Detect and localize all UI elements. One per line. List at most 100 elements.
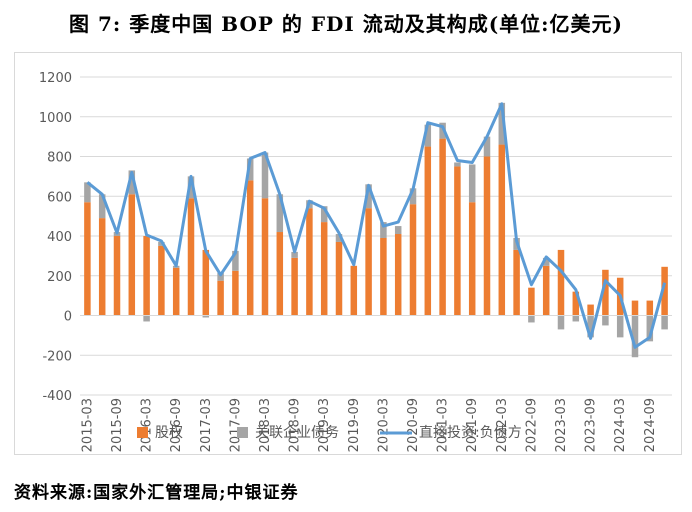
debt-bar (557, 315, 565, 330)
equity-bar (513, 249, 520, 316)
x-tick-label: 2015-09 (110, 398, 125, 452)
equity-bar (158, 245, 165, 316)
equity-bar (439, 138, 446, 316)
x-tick-label: 2023-03 (554, 398, 569, 452)
equity-bar (172, 267, 180, 316)
equity-bar (217, 280, 224, 316)
equity-bar (557, 249, 565, 316)
equity-bar (320, 222, 328, 316)
debt-bar (128, 170, 136, 195)
source-note: 资料来源:国家外汇管理局;中银证券 (14, 483, 299, 503)
debt-bar (158, 241, 165, 246)
debt-bar (232, 250, 239, 271)
equity-bar (232, 270, 239, 316)
debt-bar (380, 222, 387, 238)
equity-bar (143, 236, 150, 316)
debt-bar (202, 315, 210, 318)
equity-bar (128, 194, 136, 316)
debt-bar (424, 124, 432, 147)
x-tick-label: 2019-03 (317, 398, 332, 452)
x-tick-label: 2016-09 (169, 398, 184, 452)
legend-line-label: 直接投资:负债方 (419, 424, 522, 441)
y-tick-label: 400 (47, 230, 72, 245)
liability-line (86, 102, 667, 349)
equity-bar (187, 198, 195, 316)
equity-bar (350, 265, 358, 316)
debt-bar (409, 188, 417, 205)
debt-bar (602, 315, 609, 326)
debt-bar (646, 315, 654, 342)
x-tick-label: 2020-09 (406, 398, 421, 452)
debt-bar (572, 315, 580, 322)
x-tick-label: 2024-09 (643, 398, 658, 452)
x-tick-label: 2021-09 (465, 398, 480, 452)
y-tick-label: -400 (42, 389, 72, 404)
debt-bar (335, 234, 343, 242)
equity-bar (409, 204, 417, 316)
debt-bar (217, 272, 224, 281)
equity-bar (572, 291, 580, 316)
chart-frame (14, 52, 682, 455)
x-tick-label: 2022-03 (495, 398, 510, 452)
debt-bar (365, 184, 372, 209)
equity-bar (498, 144, 506, 316)
equity-bar (261, 198, 269, 316)
debt-bar (631, 315, 639, 358)
equity-bar (380, 237, 387, 316)
x-tick-label: 2021-03 (436, 398, 451, 452)
equity-bar (98, 218, 106, 316)
equity-bar (468, 202, 476, 316)
x-tick-label: 2018-09 (288, 398, 303, 452)
debt-bar (528, 315, 535, 323)
debt-bar (187, 176, 195, 199)
x-tick-label: 2023-09 (584, 398, 599, 452)
x-tick-label: 2017-03 (199, 398, 214, 452)
x-tick-label: 2015-03 (80, 398, 95, 452)
y-tick-label: 600 (47, 190, 72, 205)
debt-bar (587, 315, 594, 338)
debt-bar (291, 251, 298, 258)
debt-bar (454, 162, 461, 167)
equity-bar (587, 304, 594, 316)
x-tick-label: 2019-09 (347, 398, 362, 452)
y-tick-label: 800 (47, 151, 72, 166)
debt-bar (84, 182, 91, 203)
equity-bar (483, 156, 491, 316)
equity-bar (454, 166, 461, 316)
equity-bar (246, 180, 254, 316)
debt-bar (542, 257, 550, 266)
debt-bar (498, 102, 506, 145)
y-tick-label: -200 (42, 349, 72, 364)
debt-bar (394, 226, 402, 235)
debt-bar (439, 122, 446, 139)
debt-bar (143, 315, 150, 322)
debt-bar (616, 315, 624, 338)
debt-bar (261, 152, 269, 199)
legend-debt-swatch (237, 427, 248, 438)
y-tick-label: 1200 (39, 71, 72, 86)
equity-bar (335, 241, 343, 316)
equity-bar (306, 208, 313, 316)
equity-bar (113, 236, 121, 316)
equity-bar (661, 266, 668, 316)
equity-bar (202, 249, 210, 316)
debt-bar (276, 194, 284, 233)
x-tick-label: 2018-03 (258, 398, 273, 452)
debt-bar (468, 164, 476, 203)
debt-bar (320, 206, 328, 223)
equity-bar (394, 234, 402, 316)
legend-equity-swatch (137, 427, 148, 438)
equity-bar (602, 269, 609, 316)
x-tick-label: 2022-09 (524, 398, 539, 452)
equity-bar (424, 146, 432, 316)
equity-bar (84, 202, 91, 316)
x-tick-label: 2016-03 (140, 398, 155, 452)
x-tick-label: 2020-03 (376, 398, 391, 452)
chart-title: 图 7: 季度中国 BOP 的 FDI 流动及其构成(单位:亿美元) (68, 12, 624, 36)
y-tick-label: 200 (47, 270, 72, 285)
equity-bar (276, 232, 284, 316)
y-tick-label: 1000 (39, 111, 72, 126)
debt-bar (661, 315, 668, 330)
equity-bar (528, 287, 535, 316)
